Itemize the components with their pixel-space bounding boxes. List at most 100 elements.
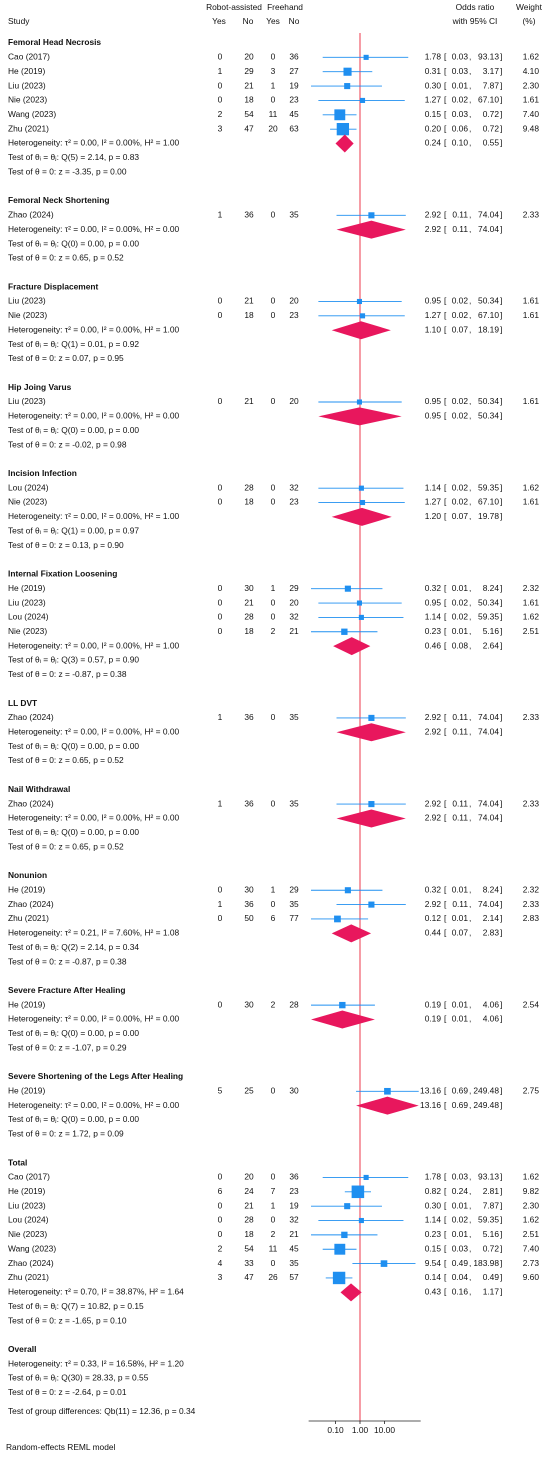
count: 0 [271,52,276,62]
effect-estimate: 1.10 [425,324,442,334]
study-name: Zhu (2021) [8,1272,49,1282]
ci-lower: 0.11 [452,210,468,220]
study-name: Nie (2023) [8,626,47,636]
ci-bracket: [ [444,109,447,119]
count: 1 [218,712,223,722]
ci-upper: 74.04 [478,726,499,736]
study-square [363,1174,369,1180]
weight: 2.51 [523,626,540,636]
study-square [356,600,362,606]
count: 24 [244,1186,254,1196]
study-name: Liu (2023) [8,296,46,306]
effect-estimate: 1.20 [425,511,442,521]
study-square [368,901,375,908]
ci-bracket: ] [500,798,502,808]
study-square [343,67,352,76]
heterogeneity: Heterogeneity: τ² = 0.00, I² = 0.00%, H²… [8,640,179,650]
count: 36 [289,52,299,62]
yes-header: Yes [212,16,226,26]
ci-bracket: [ [444,123,447,133]
ci-bracket: [ [444,511,447,521]
study-square [339,1001,346,1009]
ci-bracket: [ [444,626,447,636]
ci-bracket: [ [444,1186,447,1196]
ci-lower: 0.49 [452,1258,469,1268]
ci-upper: 18.19 [478,324,499,334]
ci-bracket: ] [500,640,502,650]
ci-bracket: [ [444,411,447,421]
effect-estimate: 2.92 [425,712,442,722]
ci-lower: 0.02 [452,310,469,320]
study-square [344,83,351,90]
ci-lower: 0.11 [452,813,468,823]
effect-estimate: 0.95 [425,411,442,421]
ci-lower: 0.03 [452,1243,469,1253]
ci-lower: 0.02 [452,1215,469,1225]
effect-estimate: 0.95 [425,296,442,306]
heterogeneity: Heterogeneity: τ² = 0.00, I² = 0.00%, H²… [8,138,179,148]
ci-lower: 0.04 [452,1272,469,1282]
ci-comma: , [469,583,471,593]
ci-upper: 74.04 [478,813,499,823]
count: 2 [271,626,276,636]
study-name: He (2019) [8,1085,45,1095]
count: 0 [218,80,223,90]
study-name: He (2019) [8,66,45,76]
ci-bracket: ] [500,1085,502,1095]
test-q: Test of θᵢ = θⱼ: Q(30) = 28.33, p = 0.55 [8,1373,149,1383]
count: 2 [271,999,276,1009]
count: 25 [244,1085,254,1095]
ci-lower: 0.03 [452,1172,469,1182]
count: 0 [271,396,276,406]
weight: 2.32 [523,583,540,593]
count: 36 [289,1172,299,1182]
count: 29 [244,66,254,76]
count: 32 [289,1215,299,1225]
heterogeneity: Heterogeneity: τ² = 0.00, I² = 0.00%, H²… [8,324,179,334]
x-tick-label: 0.10 [327,1425,344,1435]
heterogeneity: Heterogeneity: τ² = 0.33, I² = 16.58%, H… [8,1358,184,1368]
ci-lower: 0.03 [452,66,469,76]
count: 63 [289,123,299,133]
ci-comma: , [469,511,471,521]
summary-diamond [335,134,354,153]
ci-comma: , [469,597,471,607]
count: 36 [244,798,254,808]
effect-estimate: 0.32 [425,884,442,894]
effect-estimate: 9.54 [425,1258,442,1268]
count: 20 [244,1172,254,1182]
ci-lower: 0.02 [452,597,469,607]
summary-diamond [340,1283,362,1302]
weight: 1.61 [523,396,540,406]
study-name: Lou (2024) [8,482,49,492]
ci-bracket: [ [444,640,447,650]
effect-estimate: 0.15 [425,1243,442,1253]
ci-lower: 0.07 [452,324,469,334]
ci-comma: , [469,1258,471,1268]
ci-upper: 19.78 [478,511,499,521]
footer-note: Random-effects REML model [6,1442,116,1452]
count: 21 [244,597,254,607]
count: 32 [289,612,299,622]
effect-estimate: 0.95 [425,396,442,406]
count: 18 [244,497,254,507]
count: 1 [271,80,276,90]
count: 3 [218,1272,223,1282]
heterogeneity: Heterogeneity: τ² = 0.00, I² = 0.00%, H²… [8,411,179,421]
ci-comma: , [469,1085,471,1095]
group-title: Nail Withdrawal [8,784,70,794]
count: 1 [218,210,223,220]
ci-bracket: ] [500,224,502,234]
ci-bracket: ] [500,597,502,607]
count: 45 [289,109,299,119]
ci-upper: 93.13 [478,1172,499,1182]
ci-bracket: ] [500,726,502,736]
count: 21 [244,1200,254,1210]
group-title: Incision Infection [8,468,77,478]
ci-lower: 0.24 [452,1186,469,1196]
study-square [356,298,362,305]
count: 50 [244,913,254,923]
ci-bracket: ] [500,123,502,133]
ci-comma: , [469,726,471,736]
ci-bracket: ] [500,52,502,62]
